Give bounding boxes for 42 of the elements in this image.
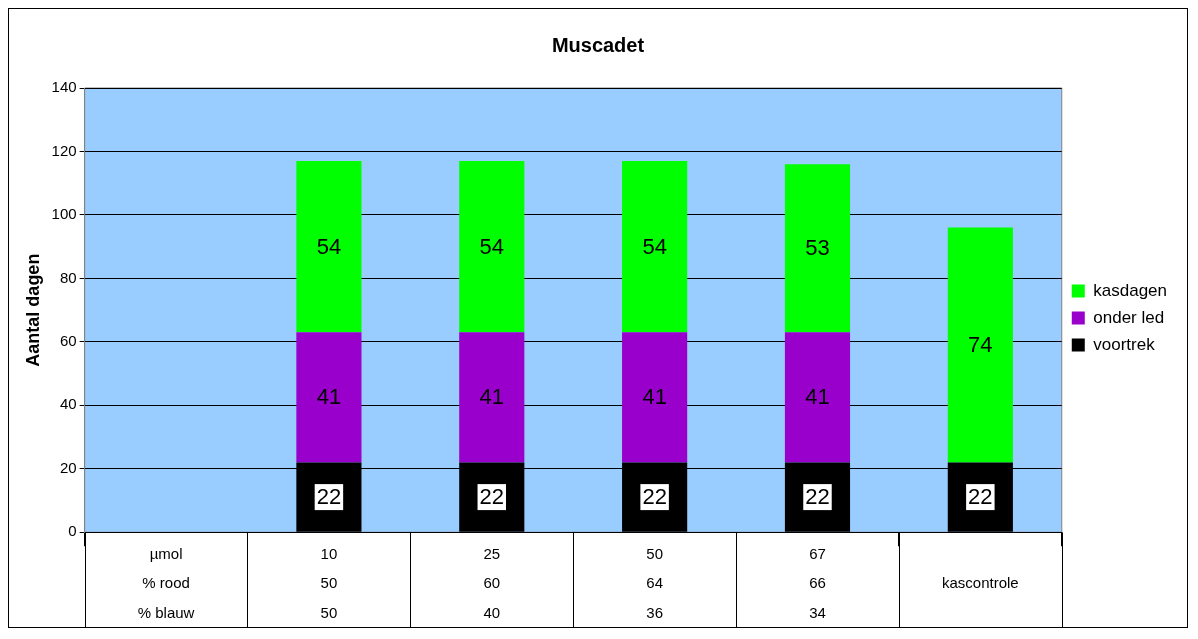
legend-label: voortrek <box>1093 334 1156 354</box>
data-label: 22 <box>479 484 505 510</box>
x-tick-label: kascontrole <box>941 574 1019 592</box>
x-tick-label: 10 50 50 <box>320 545 338 621</box>
bar <box>622 332 688 463</box>
bar <box>296 332 362 463</box>
y-tick-label: 20 <box>59 458 77 476</box>
legend-label: kasdagen <box>1093 280 1168 300</box>
data-label: 22 <box>642 484 667 510</box>
data-label: 54 <box>316 233 342 259</box>
data-label: 54 <box>642 233 667 259</box>
y-tick-label: 0 <box>68 522 77 540</box>
y-axis-title: Aantal dagen <box>22 253 43 367</box>
bar <box>622 160 688 333</box>
data-label: 22 <box>968 484 993 510</box>
bar <box>784 332 851 463</box>
chart-title: Muscadet <box>551 33 645 56</box>
y-tick-label: 100 <box>51 205 77 223</box>
data-label: 41 <box>316 384 342 410</box>
x-tick-label: 67 66 34 <box>809 545 826 621</box>
data-label: 54 <box>479 233 505 259</box>
bar <box>784 164 851 333</box>
x-tick-label: 50 64 36 <box>646 545 663 621</box>
y-tick-label: 60 <box>59 332 77 349</box>
x-tick-label: 25 60 40 <box>483 545 501 621</box>
legend-label: onder led <box>1093 307 1165 327</box>
bar <box>459 332 525 463</box>
data-label: 22 <box>805 484 830 510</box>
data-label: 41 <box>805 384 830 410</box>
data-label: 22 <box>316 484 342 510</box>
y-tick-label: 40 <box>59 395 77 413</box>
data-label: 41 <box>479 384 505 410</box>
bar <box>459 160 525 333</box>
bar <box>296 160 362 333</box>
y-tick-label: 120 <box>51 141 77 159</box>
x-tick-label: µmol % rood % blauw <box>137 545 195 621</box>
bar <box>947 227 1013 463</box>
data-label: 74 <box>968 332 993 358</box>
y-tick-label: 140 <box>51 78 77 96</box>
data-label: 41 <box>642 384 667 410</box>
data-label: 53 <box>805 235 830 261</box>
y-tick-label: 80 <box>59 268 77 286</box>
